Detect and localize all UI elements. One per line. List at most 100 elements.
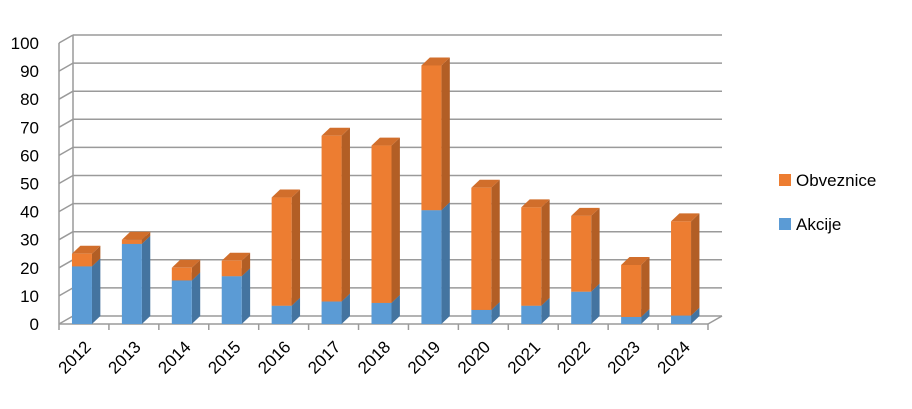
bar-side-face <box>341 127 350 302</box>
bar-obveznice-2018 <box>371 137 400 303</box>
bar-side-face <box>491 301 500 324</box>
x-tick-label: 2014 <box>154 337 194 377</box>
bar-obveznice-2020 <box>471 179 500 310</box>
bar-side-face <box>641 256 650 317</box>
bar-side-face <box>691 213 700 316</box>
x-tick-label: 2022 <box>554 337 594 377</box>
bar-front-face <box>571 291 592 324</box>
bars <box>71 57 700 324</box>
bar-obveznice-2013 <box>121 231 151 244</box>
y-tick-label: 90 <box>20 62 39 81</box>
bar-top-face <box>71 245 101 254</box>
bar-obveznice-2016 <box>271 189 301 306</box>
bar-side-face <box>641 308 650 324</box>
y-tick-label: 70 <box>20 118 39 137</box>
bar-front-face <box>521 207 542 306</box>
bar-top-face <box>471 179 500 188</box>
bar-front-face <box>121 243 142 324</box>
bar-front-face <box>171 280 192 324</box>
x-tick-label: 2021 <box>504 337 544 377</box>
bar-side-face <box>591 283 600 324</box>
bar-obveznice-2012 <box>71 245 101 267</box>
bar-side-face <box>391 294 400 324</box>
y-tick-label: 80 <box>20 90 39 109</box>
bar-side-face <box>191 259 201 281</box>
bar-side-face <box>541 297 550 324</box>
bar-obveznice-2014 <box>171 259 201 281</box>
bar-front-face <box>71 266 92 324</box>
bar-front-face <box>271 305 292 324</box>
y-tick-label: 20 <box>20 259 39 278</box>
bar-obveznice-2023 <box>621 256 650 317</box>
bar-front-face <box>421 65 442 211</box>
bar-side-face <box>491 179 500 310</box>
x-tick-label: 2019 <box>404 337 444 377</box>
bar-side-face <box>91 258 101 324</box>
bar-side-face <box>241 268 251 324</box>
bar-front-face <box>421 210 442 324</box>
bar-side-face <box>291 297 301 324</box>
y-tick-label: 0 <box>30 315 39 334</box>
bar-top-face <box>321 127 350 136</box>
y-tick-label: 40 <box>20 203 39 222</box>
bar-side-face <box>291 189 301 306</box>
legend: Obveznice Akcije <box>779 171 876 234</box>
bar-obveznice-2015 <box>221 252 251 277</box>
bar-akcije-2013 <box>121 235 151 324</box>
bar-side-face <box>441 202 450 324</box>
bar-front-face <box>371 302 392 324</box>
bar-top-face <box>121 231 151 240</box>
bar-obveznice-2019 <box>421 57 450 211</box>
x-tick-label: 2017 <box>304 337 344 377</box>
y-tick-label: 30 <box>20 231 39 250</box>
bar-side-face <box>241 252 251 277</box>
bar-front-face <box>571 215 592 292</box>
bar-front-face <box>471 309 492 324</box>
bar-obveznice-2017 <box>321 127 350 302</box>
bar-front-face <box>221 276 242 324</box>
bar-side-face <box>441 57 450 211</box>
bar-side-face <box>191 272 201 324</box>
bar-front-face <box>71 253 92 267</box>
bar-front-face <box>321 301 342 324</box>
bar-akcije-2015 <box>221 268 251 324</box>
y-tick-label: 100 <box>11 34 39 53</box>
bar-top-face <box>171 259 201 268</box>
bar-front-face <box>171 267 192 281</box>
bar-front-face <box>521 305 542 324</box>
bar-front-face <box>671 221 692 316</box>
bar-front-face <box>371 145 392 303</box>
bar-top-face <box>621 256 650 265</box>
gridline-side-0 <box>58 315 74 325</box>
gridline-side-10 <box>58 287 74 297</box>
gridline-side-100 <box>58 34 74 44</box>
bar-front-face <box>321 135 342 302</box>
gridline-side-30 <box>58 231 74 241</box>
bar-side-face <box>591 207 600 292</box>
gridline-side-90 <box>58 62 74 72</box>
gridline-side-60 <box>58 146 74 157</box>
legend-label-obveznice: Obveznice <box>796 171 876 190</box>
gridline-side-80 <box>58 90 74 100</box>
bar-top-face <box>521 199 550 208</box>
gridline-side-50 <box>58 174 74 185</box>
bar-front-face <box>221 260 242 277</box>
bar-front-face <box>621 264 642 317</box>
bar-top-face <box>421 57 450 66</box>
bar-top-face <box>271 189 301 198</box>
bar-top-face <box>671 213 700 222</box>
x-tick-label: 2013 <box>105 337 145 377</box>
gridline-side-20 <box>58 259 74 269</box>
y-tick-label: 60 <box>20 146 39 165</box>
bar-side-face <box>391 137 400 303</box>
bar-front-face <box>471 187 492 310</box>
x-tick-label: 2015 <box>204 337 244 377</box>
bar-front-face <box>121 239 142 244</box>
gridline-side-40 <box>58 202 74 213</box>
bar-akcije-2019 <box>421 202 450 324</box>
x-tick-label: 2023 <box>604 337 644 377</box>
bar-obveznice-2021 <box>521 199 550 306</box>
legend-label-akcije: Akcije <box>796 215 841 234</box>
y-tick-label: 50 <box>20 175 39 194</box>
